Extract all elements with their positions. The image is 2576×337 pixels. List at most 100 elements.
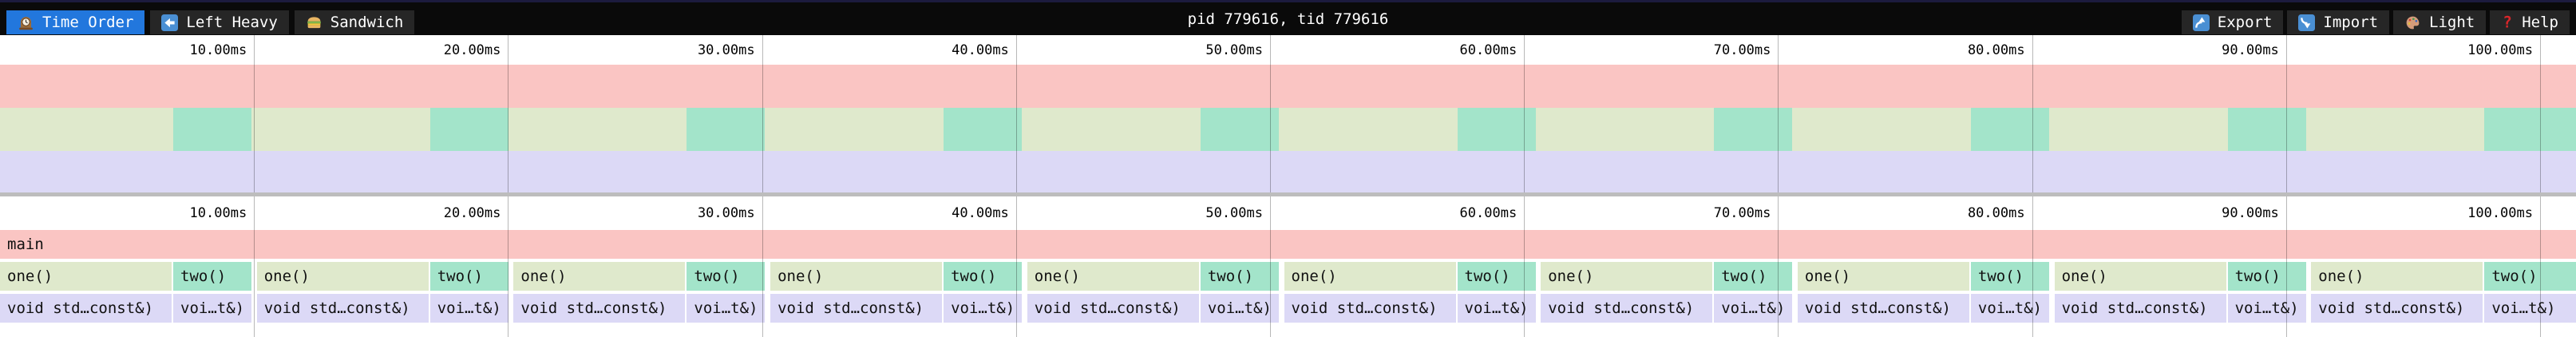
minimap-frame-two[interactable] <box>173 108 251 151</box>
tick-label: 60.00ms <box>1459 42 1518 58</box>
frame-void-std-const[interactable]: void std…const&) <box>1541 294 1713 323</box>
tab-label: Help <box>2522 14 2558 31</box>
minimap-frame-two[interactable] <box>1457 108 1536 151</box>
frame-void-std-const[interactable]: void std…const&) <box>0 294 172 323</box>
help-icon: ? <box>2501 14 2514 31</box>
tab-label: Sandwich <box>330 14 404 31</box>
frame-voi-t[interactable]: voi…t&) <box>2227 294 2306 323</box>
frame-two[interactable]: two() <box>1714 262 1793 291</box>
tab-label: Left Heavy <box>186 14 278 31</box>
flame-row-depth0: main <box>0 230 2576 259</box>
frame-two[interactable]: two() <box>2227 262 2306 291</box>
frame-voi-t[interactable]: voi…t&) <box>1970 294 2049 323</box>
tick-label: 30.00ms <box>697 42 755 58</box>
minimap-frame-two[interactable] <box>429 108 508 151</box>
minimap-frame-two[interactable] <box>2484 108 2576 151</box>
tab-export[interactable]: Export <box>2181 10 2284 34</box>
frame-voi-t[interactable]: voi…t&) <box>1457 294 1536 323</box>
frame-voi-t[interactable]: voi…t&) <box>173 294 251 323</box>
tick-label: 10.00ms <box>189 204 247 221</box>
frame-one[interactable]: one() <box>1797 262 1969 291</box>
frame-void-std-const[interactable]: void std…const&) <box>513 294 686 323</box>
frame-one[interactable]: one() <box>1541 262 1713 291</box>
tick-label: 100.00ms <box>2467 42 2533 58</box>
minimap-frame-two[interactable] <box>1970 108 2049 151</box>
frame-one[interactable]: one() <box>1027 262 1199 291</box>
frame-two[interactable]: two() <box>687 262 766 291</box>
minimap-divider <box>0 192 2576 196</box>
minimap-ruler: 10.00ms 20.00ms 30.00ms 40.00ms 50.00ms 60.00… <box>0 35 2576 65</box>
frame-void-std-const[interactable]: void std…const&) <box>2311 294 2483 323</box>
frame-voi-t[interactable]: voi…t&) <box>429 294 508 323</box>
frame-void-std-const[interactable]: void std…const&) <box>256 294 429 323</box>
minimap-frame-two[interactable] <box>1200 108 1279 151</box>
tab-sandwich[interactable]: Sandwich <box>294 10 415 34</box>
view-tab-bar: Time Order Left Heavy Sandwich <box>6 10 415 34</box>
frame-one[interactable]: one() <box>770 262 943 291</box>
tick-label: 10.00ms <box>189 42 247 58</box>
tick-label: 100.00ms <box>2467 204 2533 221</box>
export-icon <box>2192 14 2210 31</box>
frame-voi-t[interactable]: voi…t&) <box>944 294 1023 323</box>
tick-label: 70.00ms <box>1713 204 1771 221</box>
left-arrow-icon <box>161 14 179 31</box>
tab-label: Import <box>2323 14 2379 31</box>
import-icon <box>2298 14 2316 31</box>
frame-one[interactable]: one() <box>0 262 172 291</box>
minimap-frame-two[interactable] <box>687 108 766 151</box>
tick-label: 80.00ms <box>1967 204 2025 221</box>
action-bar: Export Import Light? Help <box>2181 10 2570 34</box>
palette-icon <box>2404 14 2421 31</box>
tab-help[interactable]: ? Help <box>2490 10 2570 34</box>
frame-two[interactable]: two() <box>173 262 251 291</box>
tab-theme[interactable]: Light <box>2393 10 2487 34</box>
minimap-frame-two[interactable] <box>2227 108 2306 151</box>
tab-label: Export <box>2217 14 2273 31</box>
frame-one[interactable]: one() <box>1284 262 1456 291</box>
tick-label: 50.00ms <box>1205 204 1263 221</box>
tick-label: 90.00ms <box>2222 42 2279 58</box>
tick-label: 80.00ms <box>1967 42 2025 58</box>
frame-void-std-const[interactable]: void std…const&) <box>1797 294 1969 323</box>
tab-label: Light <box>2429 14 2475 31</box>
tab-label: Time Order <box>42 14 134 31</box>
tick-label: 50.00ms <box>1205 42 1263 58</box>
frame-main[interactable]: main <box>0 230 2576 259</box>
tick-label: 60.00ms <box>1459 204 1518 221</box>
sandwich-icon <box>306 14 322 31</box>
frame-two[interactable]: two() <box>944 262 1023 291</box>
frame-two[interactable]: two() <box>429 262 508 291</box>
tick-label: 20.00ms <box>443 204 501 221</box>
frame-void-std-const[interactable]: void std…const&) <box>1027 294 1199 323</box>
tab-left-heavy[interactable]: Left Heavy <box>150 10 289 34</box>
tick-label: 20.00ms <box>443 42 501 58</box>
frame-void-std-const[interactable]: void std…const&) <box>2054 294 2226 323</box>
frame-one[interactable]: one() <box>2054 262 2226 291</box>
minimap-band-main[interactable] <box>0 65 2576 108</box>
minimap-frame-two[interactable] <box>944 108 1023 151</box>
minimap-band-depth2[interactable] <box>0 151 2576 192</box>
frame-voi-t[interactable]: voi…t&) <box>687 294 766 323</box>
minimap-band-depth1[interactable] <box>0 108 2576 151</box>
frame-one[interactable]: one() <box>2311 262 2483 291</box>
frame-two[interactable]: two() <box>2484 262 2576 291</box>
minimap-frame-two[interactable] <box>1714 108 1793 151</box>
frame-void-std-const[interactable]: void std…const&) <box>770 294 943 323</box>
tab-import[interactable]: Import <box>2287 10 2390 34</box>
svg-text:?: ? <box>2503 14 2512 31</box>
flame-row-depth2: void std…const&) voi…t&) void std…const&) v… <box>0 294 2576 323</box>
frame-voi-t[interactable]: voi…t&) <box>1714 294 1793 323</box>
tab-time-order[interactable]: Time Order <box>6 10 145 34</box>
frame-two[interactable]: two() <box>1457 262 1536 291</box>
tick-label: 70.00ms <box>1713 42 1771 58</box>
frame-voi-t[interactable]: voi…t&) <box>2484 294 2576 323</box>
frame-void-std-const[interactable]: void std…const&) <box>1284 294 1456 323</box>
frame-voi-t[interactable]: voi…t&) <box>1200 294 1279 323</box>
frame-one[interactable]: one() <box>256 262 429 291</box>
frame-two[interactable]: two() <box>1200 262 1279 291</box>
tick-label: 40.00ms <box>952 204 1009 221</box>
frame-one[interactable]: one() <box>513 262 686 291</box>
frame-two[interactable]: two() <box>1970 262 2049 291</box>
tick-label: 40.00ms <box>952 42 1009 58</box>
